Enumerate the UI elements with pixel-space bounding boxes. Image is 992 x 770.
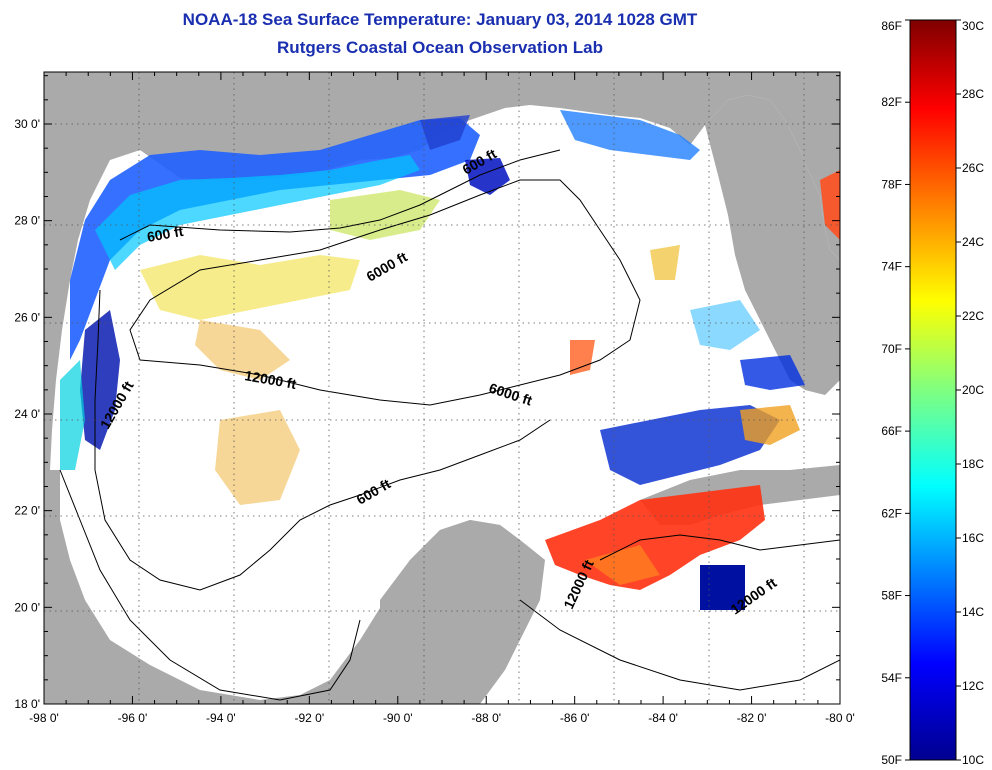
colorbar-c-label: 30C (962, 19, 984, 33)
colorbar (909, 19, 957, 761)
colorbar-f-label: 70F (881, 342, 902, 356)
lon-tick-label: -86 0' (560, 711, 590, 725)
lat-tick-label: 18 0' (14, 697, 40, 711)
colorbar-f-label: 54F (881, 671, 902, 685)
lat-tick-label: 30 0' (14, 117, 40, 131)
colorbar-f-label: 58F (881, 589, 902, 603)
colorbar-c-label: 22C (962, 309, 984, 323)
lon-tick-label: -80 0' (825, 711, 855, 725)
lat-tick-label: 24 0' (14, 407, 40, 421)
lon-tick-label: -88 0' (471, 711, 501, 725)
lon-tick-label: -84 0' (648, 711, 678, 725)
lon-tick-label: -90 0' (383, 711, 413, 725)
colorbar-f-label: 82F (881, 95, 902, 109)
lat-tick-label: 22 0' (14, 504, 40, 518)
colorbar-f-label: 50F (881, 753, 902, 767)
land-florida (705, 95, 840, 395)
lon-tick-label: -96 0' (118, 711, 148, 725)
chart-subtitle: Rutgers Coastal Ocean Observation Lab (277, 38, 603, 57)
colorbar-c-label: 18C (962, 457, 984, 471)
colorbar-c-label: 12C (962, 679, 984, 693)
chart-title: NOAA-18 Sea Surface Temperature: January… (182, 10, 698, 29)
colorbar-c-label: 24C (962, 235, 984, 249)
colorbar-f-label: 86F (881, 19, 902, 33)
colorbar-c-label: 20C (962, 383, 984, 397)
colorbar-c-label: 14C (962, 605, 984, 619)
lat-tick-label: 28 0' (14, 214, 40, 228)
contour-label-600-nw: 600 ft (146, 223, 185, 245)
lon-tick-label: -94 0' (206, 711, 236, 725)
colorbar-f-label: 66F (881, 424, 902, 438)
lat-tick-label: 20 0' (14, 600, 40, 614)
colorbar-f-label: 62F (881, 506, 902, 520)
land-yucatan (380, 520, 545, 670)
colorbar-c-label: 16C (962, 531, 984, 545)
lon-tick-label: -98 0' (29, 711, 59, 725)
land-mexico (44, 470, 545, 704)
colorbar-f-label: 78F (881, 177, 902, 191)
colorbar-c-label: 26C (962, 161, 984, 175)
lon-tick-label: -82 0' (737, 711, 767, 725)
lon-tick-label: -92 0' (295, 711, 325, 725)
colorbar-c-label: 28C (962, 87, 984, 101)
colorbar-f-label: 74F (881, 260, 902, 274)
lat-tick-label: 26 0' (14, 310, 40, 324)
colorbar-c-label: 10C (962, 753, 984, 767)
